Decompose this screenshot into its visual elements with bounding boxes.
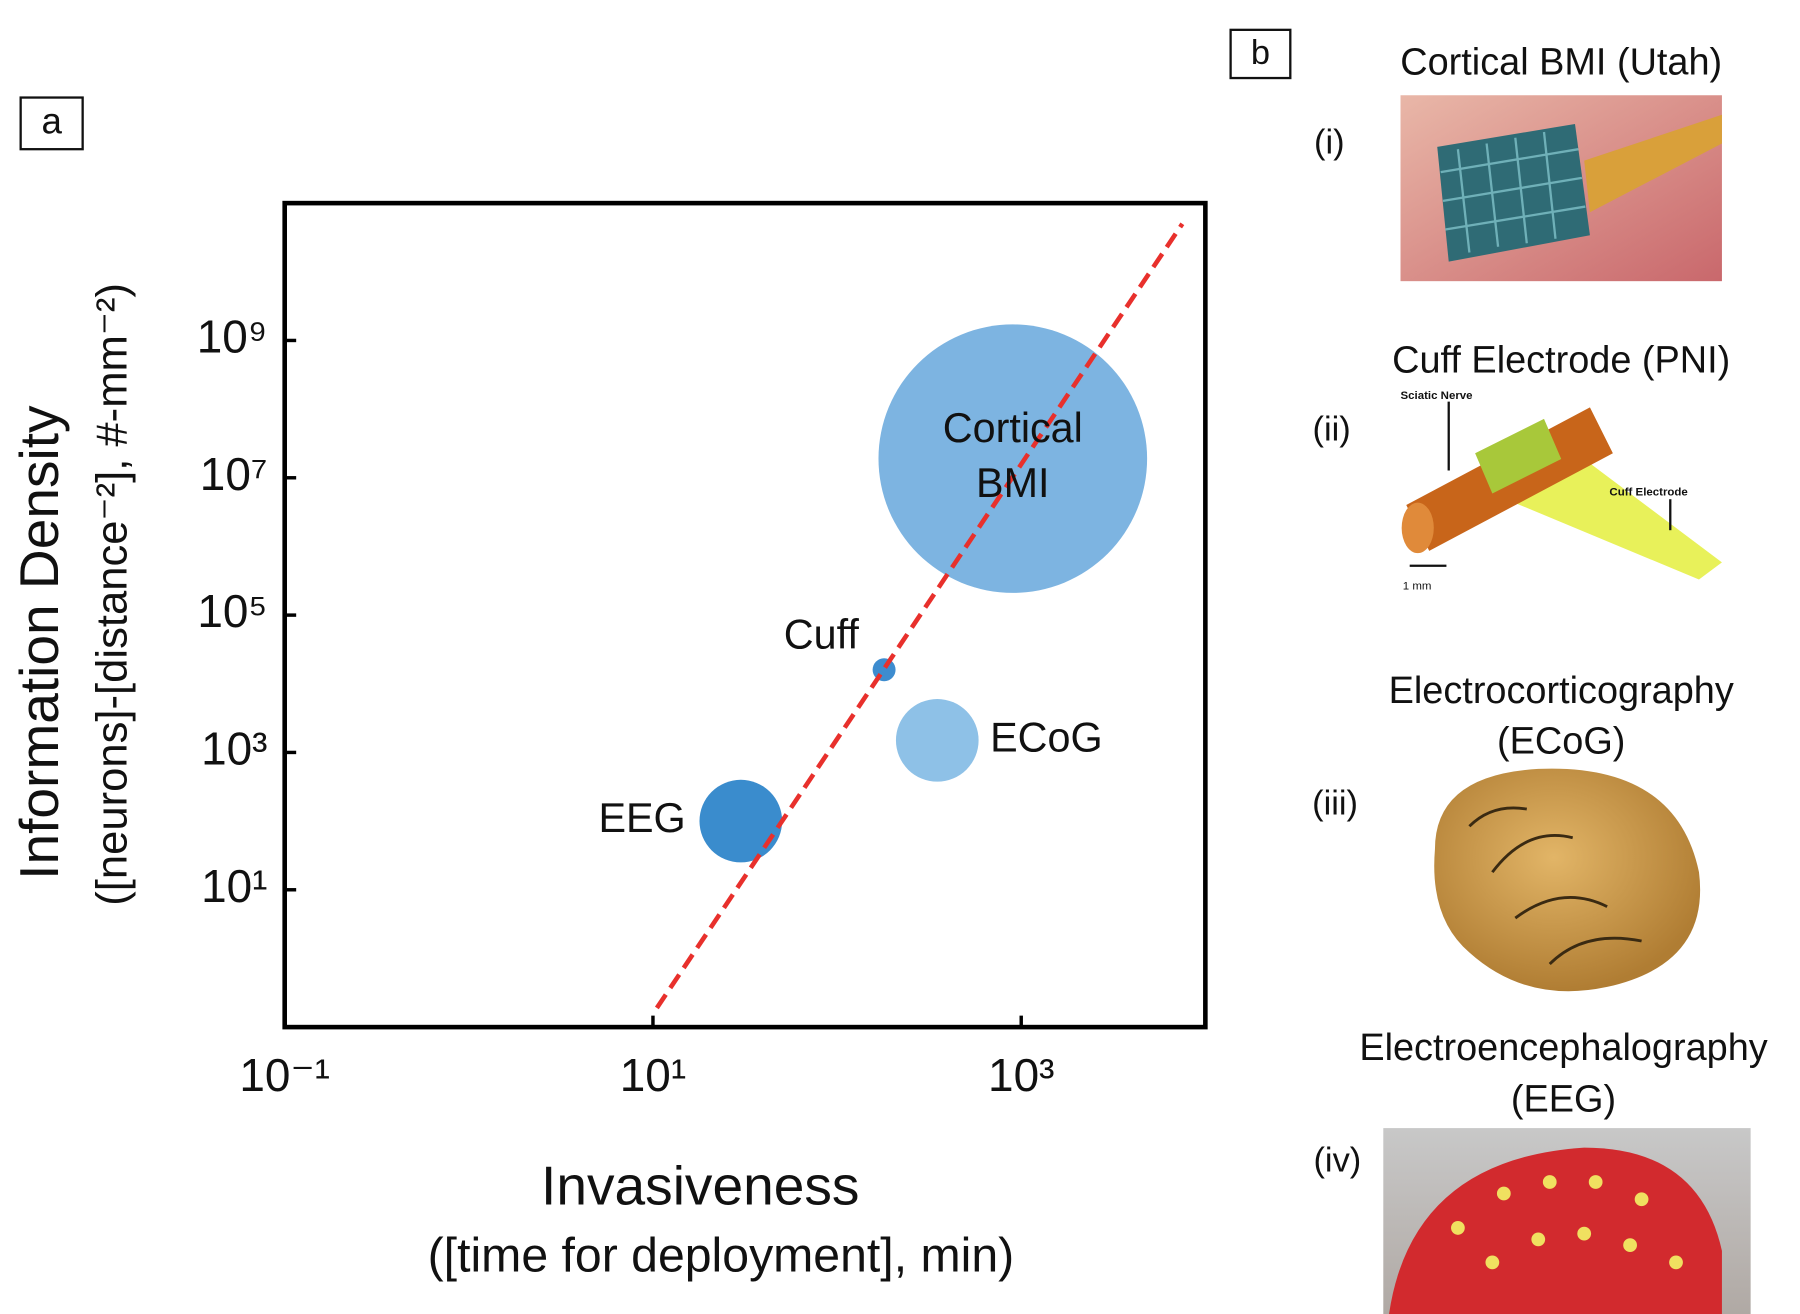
- bubble-label: ECoG: [990, 714, 1103, 760]
- panel-numeral: (ii): [1313, 411, 1351, 449]
- x-tick-label: 10¹: [620, 1049, 686, 1101]
- plot-frame: [282, 200, 1208, 1030]
- y-axis-subtitle: ([neurons]-[distance⁻²], #-mm⁻²): [88, 283, 136, 906]
- panel-title: Cortical BMI (Utah): [1400, 41, 1722, 83]
- utah-array-photo: [1400, 95, 1722, 282]
- bubble: [878, 324, 1148, 593]
- panel-title: (ECoG): [1497, 721, 1625, 763]
- y-axis-title: Information Density: [8, 405, 70, 880]
- x-tick-label: 10⁻¹: [239, 1049, 330, 1101]
- panel-title: Cuff Electrode (PNI): [1392, 340, 1730, 382]
- cuff-illustration: [1401, 401, 1722, 580]
- panel-numeral: (i): [1314, 124, 1345, 162]
- panel-label: b: [1251, 34, 1270, 72]
- bubble-label: Cuff: [784, 612, 860, 658]
- annotation: Cuff Electrode: [1609, 486, 1687, 498]
- y-tick-label: 10⁷: [200, 448, 268, 500]
- panel-numeral: (iii): [1312, 785, 1358, 823]
- bubble-label: Cortical BMI: [943, 405, 1083, 506]
- panel-label: a: [41, 101, 62, 142]
- x-tick-label: 10³: [988, 1049, 1054, 1101]
- brain-photo: [1434, 768, 1701, 992]
- panel-numeral: (iv): [1313, 1142, 1361, 1180]
- annotation: Sciatic Nerve: [1401, 390, 1473, 402]
- panel-title: (EEG): [1511, 1079, 1616, 1121]
- bubble-label: EEG: [598, 795, 685, 841]
- y-tick-label: 10³: [201, 723, 267, 775]
- panel-label-box: [1229, 28, 1292, 80]
- x-axis-subtitle: ([time for deployment], min): [428, 1229, 1015, 1283]
- bubble: [895, 699, 979, 782]
- plot-area: Cortical BMI Cuff ECoG EEG: [282, 222, 1185, 1028]
- panel-title: Electrocorticography: [1389, 670, 1734, 712]
- annotation: 1 mm: [1403, 580, 1432, 592]
- panel-label-box: [19, 96, 84, 151]
- bubble: [699, 779, 783, 863]
- x-axis-title: Invasiveness: [541, 1155, 859, 1217]
- y-tick-label: 10⁵: [197, 585, 267, 637]
- panel-title: Electroencephalography: [1359, 1027, 1767, 1069]
- y-tick-label: 10¹: [201, 860, 267, 912]
- eeg-photo: [1383, 1128, 1751, 1314]
- y-tick-label: 10⁹: [197, 311, 268, 363]
- trend-line: [654, 222, 1185, 1010]
